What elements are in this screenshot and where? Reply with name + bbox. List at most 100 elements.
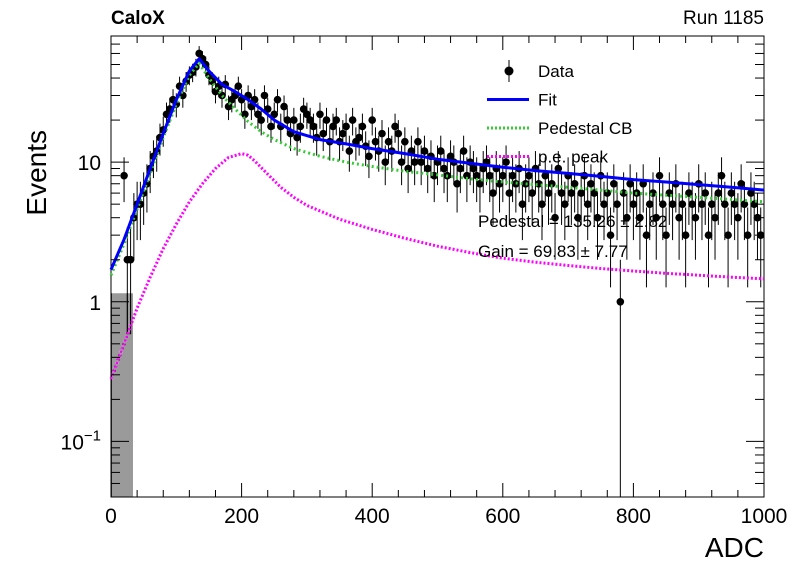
data-point — [600, 200, 608, 208]
legend-data-marker — [504, 66, 514, 76]
data-point — [593, 213, 602, 222]
data-point — [502, 158, 510, 166]
y-tick-label-exponent: −1 — [84, 427, 101, 444]
data-point — [316, 110, 324, 119]
data-point — [329, 122, 337, 131]
data-point — [394, 129, 403, 138]
data-point — [489, 189, 497, 197]
data-point — [309, 122, 318, 131]
data-point — [218, 91, 226, 100]
data-point — [414, 137, 422, 146]
legend: Data Fit Pedestal CB p.e. peak — [487, 60, 633, 167]
fit-curves — [109, 57, 765, 380]
data-point — [479, 164, 488, 173]
x-tick-label: 800 — [616, 505, 651, 528]
fit-curve — [109, 57, 765, 271]
x-tick-label: 200 — [224, 505, 259, 528]
data-point — [668, 200, 677, 208]
data-point — [267, 122, 275, 131]
data-point — [714, 189, 723, 197]
data-point — [740, 200, 749, 208]
data-point — [574, 213, 582, 222]
data-point — [345, 147, 354, 155]
legend-label: Pedestal CB — [538, 119, 633, 138]
y-tick-label: 10−1 — [61, 427, 101, 454]
run-label: Run 1185 — [683, 8, 764, 29]
data-point — [636, 213, 644, 222]
data-point — [734, 213, 742, 222]
data-point — [384, 137, 393, 146]
data-point — [485, 171, 494, 180]
data-point — [554, 164, 563, 173]
data-point — [436, 147, 445, 155]
data-point — [678, 200, 687, 208]
fit-result-label: Gain = 69.83 ± 7.77 — [478, 242, 628, 261]
data-point — [587, 179, 595, 188]
data-point — [263, 105, 272, 113]
legend-label: Fit — [538, 91, 557, 110]
data-point — [567, 189, 576, 197]
data-point — [126, 255, 135, 264]
fit-results: Pedestal = 135.26 ± 2.82 Gain = 69.83 ± 7… — [478, 212, 667, 261]
data-point — [704, 231, 713, 239]
data-point — [280, 102, 288, 111]
data-point — [332, 116, 341, 124]
data-point — [303, 110, 311, 119]
data-point — [401, 137, 409, 146]
data-point — [707, 200, 716, 208]
data-point — [655, 171, 664, 180]
data-point — [583, 200, 592, 208]
y-axis-title: Events — [21, 130, 52, 216]
data-point — [730, 200, 739, 208]
data-point — [472, 171, 481, 180]
data-point — [254, 110, 262, 119]
data-point — [476, 179, 484, 188]
data-point — [691, 213, 700, 222]
data-point — [224, 102, 233, 111]
data-point — [662, 231, 670, 239]
data-point — [623, 213, 631, 222]
data-point — [747, 189, 755, 197]
data-point — [658, 200, 667, 208]
data-point — [551, 213, 559, 222]
data-point — [257, 116, 265, 124]
data-point — [371, 137, 380, 146]
data-point — [270, 110, 279, 119]
x-tick-label: 1000 — [741, 505, 788, 528]
data-point — [525, 171, 533, 180]
legend-label: Data — [538, 62, 574, 81]
data-point — [365, 152, 373, 161]
fit-result-label: Pedestal = 135.26 ± 2.82 — [478, 212, 667, 231]
data-point — [645, 200, 654, 208]
data-point — [348, 116, 357, 124]
data-point — [557, 189, 566, 197]
data-point — [561, 200, 569, 208]
data-point — [463, 171, 471, 180]
data-point — [737, 179, 745, 188]
data-point — [505, 189, 514, 197]
data-point — [260, 91, 269, 100]
data-point — [241, 110, 249, 119]
experiment-label: CaloX — [111, 8, 165, 29]
legend-label: p.e. peak — [538, 148, 608, 167]
data-point — [688, 200, 696, 208]
data-point — [701, 189, 710, 197]
data-point — [456, 164, 465, 173]
data-point — [606, 231, 615, 239]
data-point — [629, 200, 638, 208]
data-point — [681, 231, 690, 239]
data-point — [717, 171, 726, 180]
data-point — [273, 95, 282, 104]
data-point — [685, 189, 693, 197]
pedestal-cb-curve — [109, 61, 765, 276]
data-point — [541, 171, 550, 180]
data-point — [404, 164, 412, 173]
data-point — [616, 297, 625, 306]
data-point — [521, 179, 530, 188]
y-tick-label-base: 10 — [61, 431, 84, 454]
data-point — [342, 122, 350, 131]
data-point — [610, 179, 618, 188]
